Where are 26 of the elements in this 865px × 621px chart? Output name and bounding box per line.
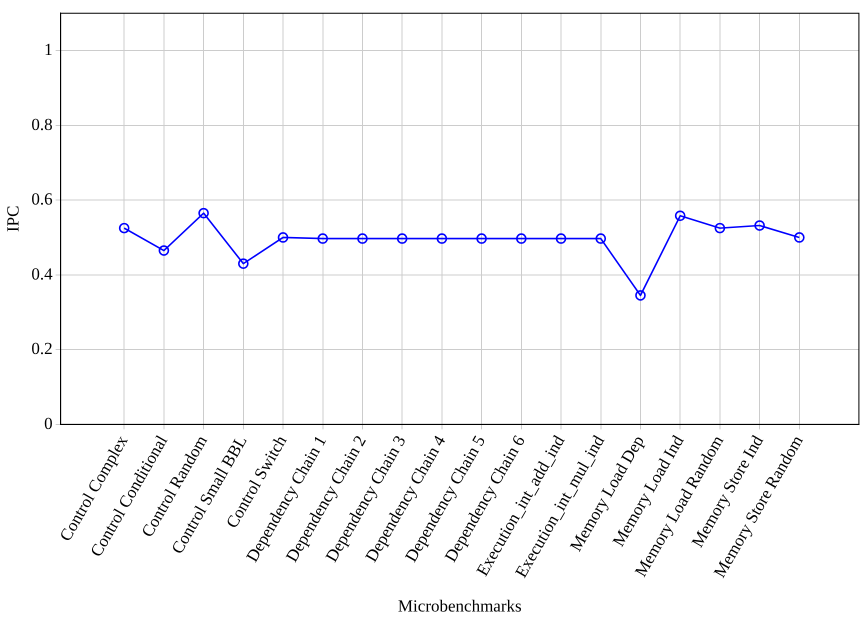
point	[238, 258, 249, 269]
y-tick-label: 1	[44, 40, 53, 60]
point	[476, 233, 487, 244]
point	[794, 232, 805, 243]
y-tick-label: 0.6	[31, 190, 53, 209]
point	[635, 290, 646, 301]
point	[516, 233, 527, 244]
point	[317, 233, 328, 244]
point	[118, 222, 130, 234]
y-tick-label: 0.4	[31, 264, 54, 284]
point	[595, 233, 606, 244]
point	[278, 232, 288, 243]
point	[674, 210, 686, 222]
point	[396, 233, 408, 244]
y-axis-title: IPC	[4, 206, 23, 232]
point	[198, 208, 209, 218]
y-tick-label: 0	[44, 414, 53, 433]
point	[714, 222, 726, 234]
point	[436, 233, 448, 244]
point	[754, 220, 765, 231]
point	[556, 233, 566, 244]
y-tick-label: 0.8	[31, 114, 53, 134]
point	[357, 233, 368, 244]
y-tick-label: 0.2	[31, 339, 53, 358]
point	[158, 245, 170, 256]
x-axis-title: Microbenchmarks	[398, 596, 522, 616]
